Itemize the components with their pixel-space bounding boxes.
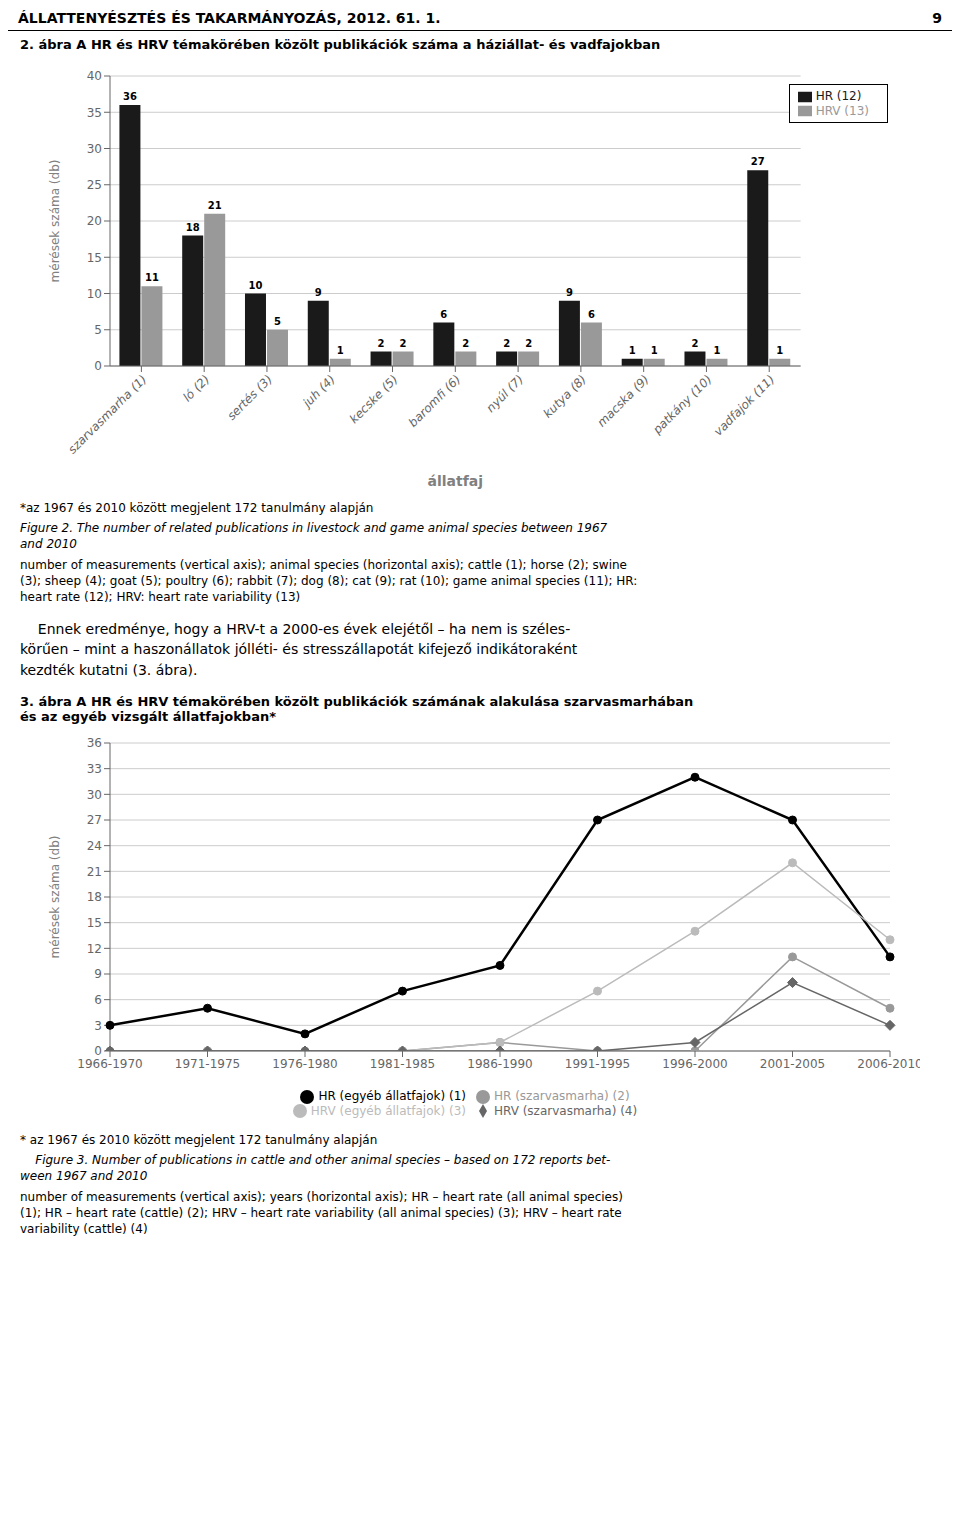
- svg-text:1: 1: [629, 345, 636, 356]
- svg-text:1: 1: [776, 345, 783, 356]
- svg-text:patkány (10): patkány (10): [649, 372, 714, 437]
- html-text:number of measurements (vertic: number of measurements (vertical axis); …: [20, 557, 638, 604]
- svg-text:0: 0: [94, 1044, 102, 1058]
- svg-text:3: 3: [94, 1019, 102, 1033]
- svg-text:1: 1: [713, 345, 720, 356]
- svg-text:ló (2): ló (2): [180, 372, 212, 404]
- svg-text:2006-2010: 2006-2010: [857, 1057, 920, 1071]
- svg-text:2: 2: [691, 338, 698, 349]
- svg-text:33: 33: [87, 762, 102, 776]
- html-text:3. ábra A HR és HRV témakörébe: 3. ábra A HR és HRV témakörében közölt p…: [20, 694, 694, 724]
- svg-text:mérések száma (db): mérések száma (db): [48, 836, 62, 959]
- html-text:9: 9: [932, 10, 942, 26]
- svg-text:15: 15: [87, 251, 102, 265]
- svg-text:1991-1995: 1991-1995: [565, 1057, 630, 1071]
- html-text:Figure 2. The number of relate: Figure 2. The number of related publicat…: [20, 521, 608, 552]
- svg-text:20: 20: [87, 214, 102, 228]
- svg-text:6: 6: [440, 309, 447, 320]
- svg-text:1: 1: [337, 345, 344, 356]
- html-text:HRV (szarvasmarha) (4): HRV (szarvasmarha) (4): [494, 1103, 638, 1118]
- svg-text:5: 5: [274, 316, 281, 327]
- svg-text:1986-1990: 1986-1990: [467, 1057, 532, 1071]
- svg-text:10: 10: [87, 287, 102, 301]
- svg-text:9: 9: [566, 287, 573, 298]
- html-text:*az 1967 és 2010 között megjel: *az 1967 és 2010 között megjelent 172 ta…: [20, 501, 374, 515]
- html-text:ÁLLATTENYÉSZTÉS ÉS TAKARMÁNYOZ: ÁLLATTENYÉSZTÉS ÉS TAKARMÁNYOZÁS, 2012. …: [18, 10, 441, 26]
- svg-text:5: 5: [94, 323, 102, 337]
- svg-text:12: 12: [87, 942, 102, 956]
- svg-text:27: 27: [87, 813, 102, 827]
- html-text:* az 1967 és 2010 között megje: * az 1967 és 2010 között megjelent 172 t…: [20, 1133, 378, 1147]
- svg-text:24: 24: [87, 839, 102, 853]
- svg-text:36: 36: [87, 736, 102, 750]
- svg-text:30: 30: [87, 788, 102, 802]
- svg-text:2001-2005: 2001-2005: [760, 1057, 825, 1071]
- html-text:Figure 3. Number of publicatio: Figure 3. Number of publications in catt…: [20, 1153, 611, 1184]
- svg-text:macska (9): macska (9): [595, 372, 652, 429]
- svg-text:1976-1980: 1976-1980: [272, 1057, 337, 1071]
- svg-text:1981-1985: 1981-1985: [370, 1057, 435, 1071]
- svg-text:11: 11: [145, 272, 159, 283]
- svg-text:40: 40: [87, 69, 102, 83]
- svg-text:1966-1970: 1966-1970: [77, 1057, 142, 1071]
- svg-text:18: 18: [186, 222, 200, 233]
- svg-text:25: 25: [87, 178, 102, 192]
- svg-text:szarvasmarha (1): szarvasmarha (1): [65, 372, 149, 456]
- svg-text:0: 0: [94, 359, 102, 373]
- svg-text:nyúl (7): nyúl (7): [483, 372, 526, 415]
- svg-text:állatfaj: állatfaj: [428, 473, 484, 489]
- svg-text:9: 9: [315, 287, 322, 298]
- svg-text:mérések száma (db): mérések száma (db): [48, 160, 62, 283]
- html-text:HR (egyéb állatfajok) (1): HR (egyéb állatfajok) (1): [318, 1089, 466, 1103]
- svg-text:21: 21: [87, 865, 102, 879]
- html-text:Ennek eredménye, hogy a HRV-t: Ennek eredménye, hogy a HRV-t a 2000-es …: [20, 621, 578, 678]
- svg-text:27: 27: [751, 156, 765, 167]
- svg-text:2: 2: [525, 338, 532, 349]
- svg-text:2: 2: [378, 338, 385, 349]
- svg-text:35: 35: [87, 106, 102, 120]
- svg-text:kutya (8): kutya (8): [541, 372, 589, 420]
- svg-text:2: 2: [462, 338, 469, 349]
- svg-text:6: 6: [588, 309, 595, 320]
- html-text:number of measurements (vertic: number of measurements (vertical axis); …: [20, 1189, 623, 1236]
- html-text:2. ábra A HR és HRV témakörébe: 2. ábra A HR és HRV témakörében közölt p…: [20, 37, 661, 52]
- svg-text:36: 36: [123, 91, 137, 102]
- svg-text:21: 21: [208, 200, 222, 211]
- html-text:HRV (egyéb állatfajok) (3): HRV (egyéb állatfajok) (3): [310, 1103, 466, 1118]
- svg-text:juh (4): juh (4): [299, 372, 338, 411]
- html-text:HR (12): HR (12): [815, 89, 862, 103]
- svg-text:1971-1975: 1971-1975: [175, 1057, 240, 1071]
- svg-text:2: 2: [400, 338, 407, 349]
- svg-text:15: 15: [87, 916, 102, 930]
- html-text:HRV (13): HRV (13): [815, 103, 869, 118]
- svg-text:1996-2000: 1996-2000: [662, 1057, 727, 1071]
- svg-text:30: 30: [87, 142, 102, 156]
- svg-text:2: 2: [503, 338, 510, 349]
- svg-text:baromfi (6): baromfi (6): [406, 372, 464, 430]
- svg-text:18: 18: [87, 890, 102, 904]
- svg-text:sertés (3): sertés (3): [224, 372, 275, 423]
- html-text:HR (szarvasmarha) (2): HR (szarvasmarha) (2): [494, 1089, 630, 1103]
- svg-text:1: 1: [651, 345, 658, 356]
- svg-text:6: 6: [94, 993, 102, 1007]
- svg-text:vadfajok (11): vadfajok (11): [711, 372, 777, 438]
- svg-text:kecske (5): kecske (5): [347, 372, 401, 426]
- svg-text:10: 10: [249, 280, 263, 291]
- svg-text:9: 9: [94, 967, 102, 981]
